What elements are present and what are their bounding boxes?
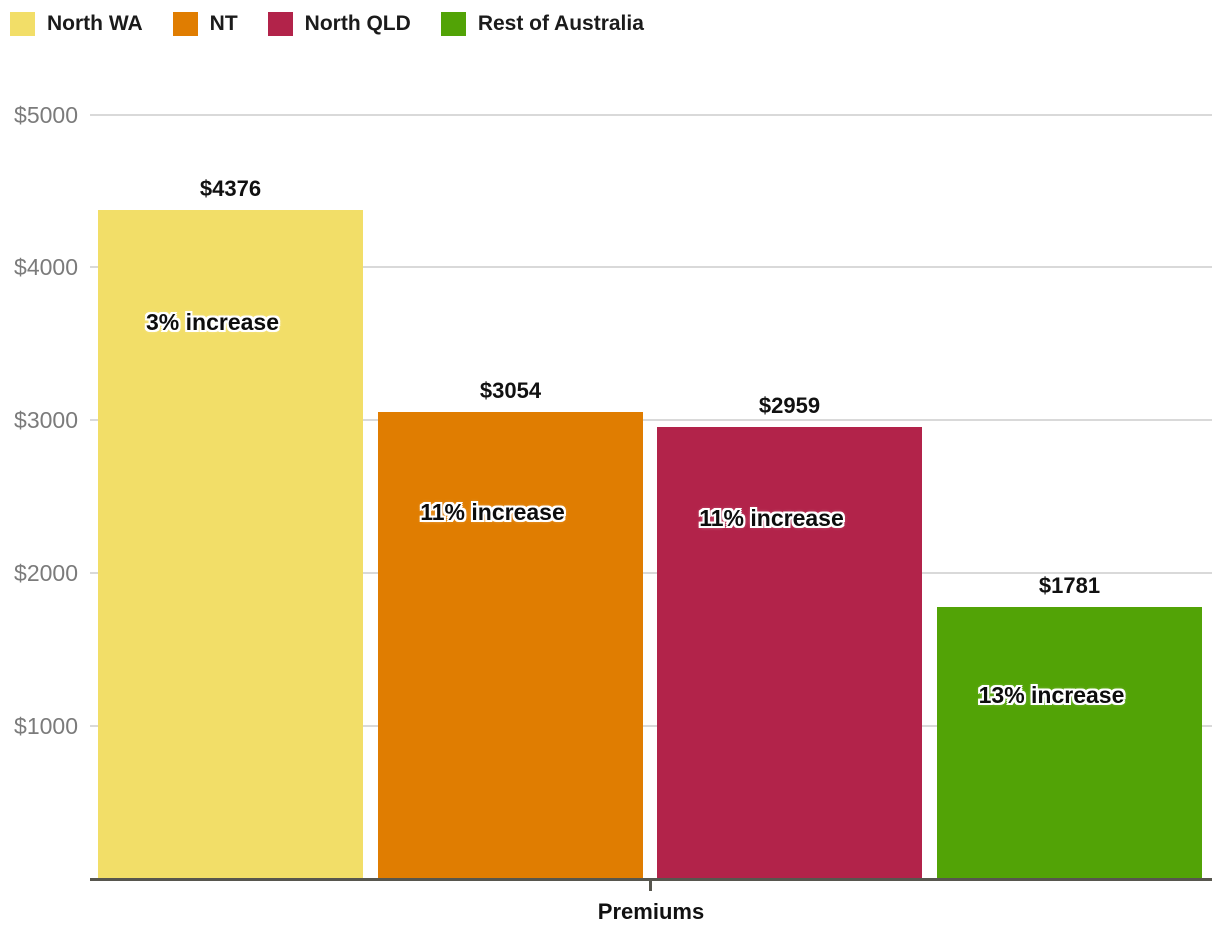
legend-item-rest-of-australia: Rest of Australia — [440, 12, 644, 36]
bar-rest-of-australia — [937, 607, 1202, 879]
legend-swatch-icon — [10, 12, 35, 36]
y-gridline-5000 — [90, 114, 1212, 116]
bar-north-qld — [657, 427, 922, 879]
y-gridline-3000 — [90, 419, 1212, 421]
y-axis-tick-label: $5000 — [14, 102, 78, 128]
y-axis-tick-label: $2000 — [14, 560, 78, 586]
bar-increase-annotation: 11% increase — [420, 499, 565, 525]
legend-swatch-icon — [267, 12, 293, 36]
x-axis-tick — [649, 881, 652, 891]
y-gridline-2000 — [90, 572, 1212, 574]
x-axis-title: Premiums — [597, 899, 705, 924]
bar-north-wa — [98, 210, 363, 879]
legend-swatch-icon — [440, 12, 466, 36]
bar-value-label: $2959 — [758, 393, 821, 418]
legend-item-north-wa: North WA — [10, 12, 143, 36]
bar-nt — [378, 412, 643, 879]
y-axis-tick-label: $1000 — [14, 713, 78, 739]
y-gridline-1000 — [90, 725, 1212, 727]
legend-label: North QLD — [304, 12, 411, 35]
y-axis-tick-label: $4000 — [14, 254, 78, 280]
legend-swatch-icon — [172, 12, 198, 36]
bar-increase-annotation: 3% increase — [146, 309, 279, 335]
y-gridline-4000 — [90, 266, 1212, 268]
legend-label: NT — [209, 12, 238, 35]
bar-increase-annotation: 11% increase — [699, 505, 844, 531]
y-axis-tick-label: $3000 — [14, 407, 78, 433]
legend-item-north-qld: North QLD — [267, 12, 411, 36]
legend-item-nt: NT — [172, 12, 238, 36]
x-axis-line — [90, 878, 1212, 881]
chart-legend: North WA NT North QLD Rest of Australia — [10, 12, 644, 36]
legend-label: North WA — [47, 12, 143, 35]
bar-increase-annotation: 13% increase — [978, 682, 1125, 708]
bar-value-label: $4376 — [199, 176, 262, 201]
bar-value-label: $1781 — [1038, 573, 1101, 598]
bar-value-label: $3054 — [479, 378, 542, 403]
legend-label: Rest of Australia — [477, 12, 644, 35]
